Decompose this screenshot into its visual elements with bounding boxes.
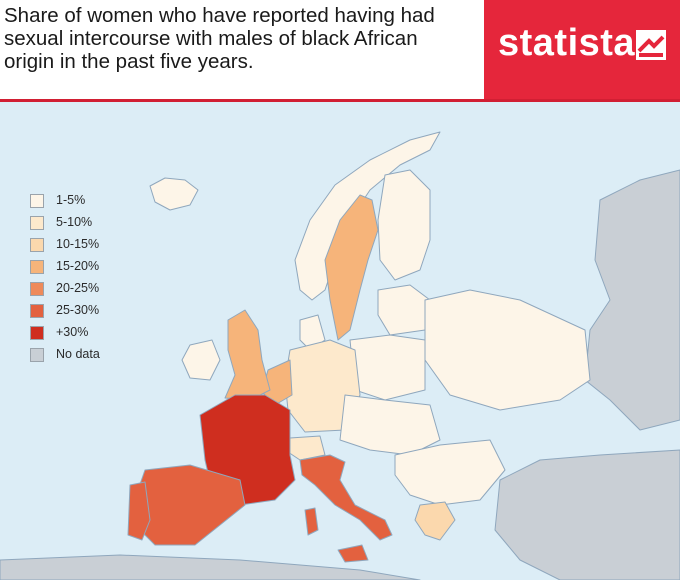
legend-label: 25-30%	[56, 303, 100, 317]
brand-name: statista	[498, 22, 636, 64]
legend-swatch	[30, 194, 44, 208]
statista-logo: statista	[484, 0, 680, 100]
legend-item: 15-20%	[30, 258, 140, 280]
region-turkey-no-data	[494, 449, 680, 580]
country-poland	[349, 334, 426, 401]
region-north-africa-no-data	[0, 554, 421, 580]
legend-item: No data	[30, 346, 140, 368]
legend-item: 5-10%	[30, 214, 140, 236]
legend-swatch	[30, 216, 44, 230]
europe-map	[0, 102, 680, 580]
country-eastern-europe	[424, 289, 591, 411]
legend-label: 1-5%	[56, 193, 86, 207]
title-line-3: origin in the past five years.	[4, 50, 254, 73]
header-rule	[0, 99, 680, 102]
legend-swatch	[30, 326, 44, 340]
title-line-2: sexual intercourse with males of black A…	[4, 27, 418, 50]
country-sardinia	[304, 507, 319, 536]
legend-label: 15-20%	[56, 259, 100, 273]
country-ireland	[181, 339, 221, 381]
country-sicily	[337, 544, 369, 563]
country-central-europe	[339, 394, 441, 456]
country-greece	[414, 501, 456, 541]
legend-swatch	[30, 260, 44, 274]
legend-label: +30%	[56, 325, 89, 339]
legend-swatch	[30, 348, 44, 362]
legend-label: 20-25%	[56, 281, 100, 295]
legend-label: No data	[56, 347, 100, 361]
legend-item: 25-30%	[30, 302, 140, 324]
title-line-1: Share of women who have reported having …	[4, 4, 435, 27]
legend-swatch	[30, 282, 44, 296]
legend-swatch	[30, 304, 44, 318]
legend-item: 20-25%	[30, 280, 140, 302]
legend-item: 10-15%	[30, 236, 140, 258]
country-portugal	[127, 481, 151, 541]
map-title: Share of women who have reported having …	[4, 4, 474, 73]
region-russia-no-data	[584, 169, 680, 431]
country-italy	[299, 454, 393, 541]
legend-label: 10-15%	[56, 237, 100, 251]
map-legend: 1-5% 5-10% 10-15% 15-20% 20-25% 25-30% +…	[30, 192, 140, 368]
legend-swatch	[30, 238, 44, 252]
country-iceland	[149, 177, 199, 211]
legend-item: +30%	[30, 324, 140, 346]
legend-label: 5-10%	[56, 215, 93, 229]
chart-header: Share of women who have reported having …	[0, 0, 680, 100]
country-balkans	[394, 439, 506, 506]
legend-item: 1-5%	[30, 192, 140, 214]
country-finland	[377, 169, 431, 281]
statista-mark-icon	[636, 30, 666, 60]
